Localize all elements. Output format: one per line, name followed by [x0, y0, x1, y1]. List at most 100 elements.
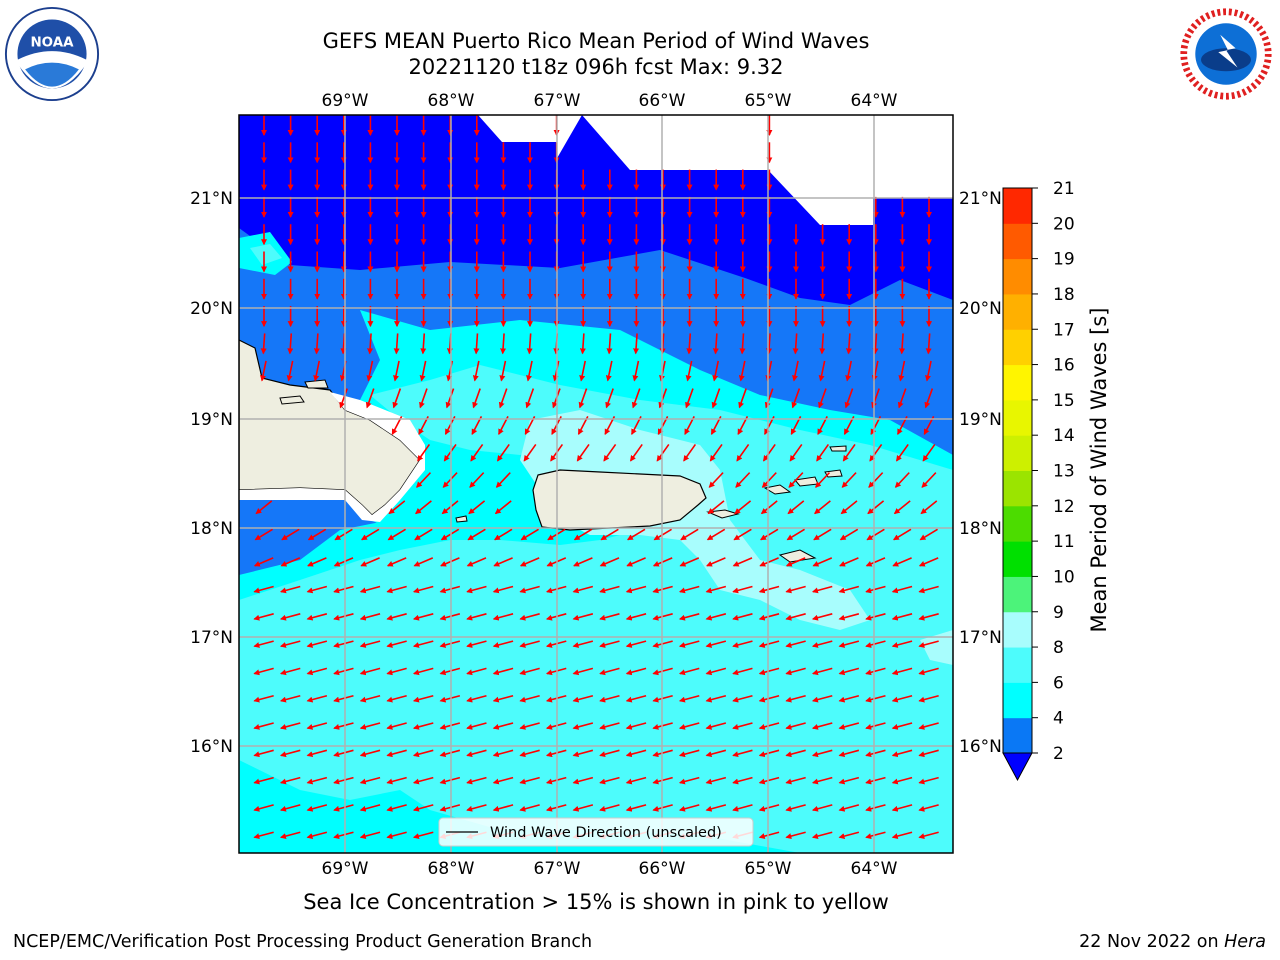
lon-label: 68°W: [428, 859, 475, 879]
wind-wave-arrow: [279, 804, 301, 812]
wind-wave-arrow: [306, 667, 328, 676]
wind-wave-arrow: [573, 528, 593, 541]
wind-wave-arrow: [838, 613, 860, 621]
wind-wave-arrow: [813, 528, 832, 541]
wind-wave-arrow: [625, 613, 647, 621]
wind-wave-arrow: [412, 613, 434, 621]
wind-wave-arrow: [439, 722, 461, 730]
wind-wave-arrow: [393, 333, 400, 355]
colorbar-cell: [1003, 435, 1032, 471]
wind-wave-arrow: [891, 694, 913, 703]
wind-wave-arrow: [360, 528, 380, 541]
wind-wave-arrow: [333, 749, 354, 758]
wind-wave-arrow: [466, 722, 487, 730]
wind-wave-arrow: [840, 500, 858, 515]
wind-wave-arrow: [519, 749, 540, 758]
colorbar-cell: [1003, 188, 1032, 224]
wind-wave-arrow: [279, 831, 301, 839]
wind-wave-arrow: [280, 557, 301, 567]
wind-wave-arrow: [629, 443, 643, 462]
wind-wave-arrow: [469, 472, 485, 488]
colorbar-tick-label: 10: [1053, 567, 1075, 587]
band-6-8-patch: [250, 244, 282, 265]
wind-wave-arrow: [652, 640, 673, 648]
wind-wave-arrow: [758, 804, 780, 812]
wind-wave-arrow: [606, 333, 613, 355]
wind-wave-arrow: [333, 776, 354, 785]
wind-wave-arrow: [705, 804, 727, 812]
wind-wave-arrow: [652, 694, 673, 703]
wind-wave-arrow: [412, 640, 434, 648]
colorbar-tick-label: 21: [1053, 179, 1075, 199]
wind-wave-arrow: [839, 528, 859, 541]
wind-wave-arrow: [439, 804, 461, 812]
wind-wave-arrow: [891, 749, 913, 758]
wind-wave-arrow: [758, 640, 780, 648]
wind-wave-arrow: [838, 640, 860, 648]
wind-wave-arrow: [625, 722, 647, 730]
wind-wave-arrow: [333, 804, 354, 812]
colorbar-tick-label: 18: [1053, 285, 1075, 305]
wind-wave-arrow: [526, 333, 533, 355]
wind-wave-arrow: [759, 528, 779, 541]
wind-wave-arrow: [892, 557, 912, 567]
wind-wave-arrow: [867, 500, 885, 515]
lat-label: 21°N: [959, 189, 1002, 209]
wind-wave-arrow: [792, 360, 799, 382]
wind-wave-arrow: [492, 585, 514, 594]
legend-box: [438, 817, 754, 847]
wind-wave-arrow: [286, 360, 294, 382]
wind-wave-arrow: [253, 585, 274, 594]
wind-wave-arrow: [760, 500, 778, 515]
sea-ice-caption: Sea Ice Concentration > 15% is shown in …: [303, 890, 889, 914]
wind-wave-arrow: [918, 585, 939, 594]
wind-wave-arrow: [865, 557, 886, 567]
wind-wave-arrow: [732, 722, 753, 730]
wind-wave-arrow: [685, 388, 694, 409]
lon-label: 64°W: [851, 91, 898, 111]
wind-wave-arrow: [678, 749, 700, 758]
wind-wave-arrow: [573, 557, 593, 567]
wind-wave-arrow: [811, 722, 833, 730]
wind-wave-arrow: [572, 585, 594, 594]
lon-label: 66°W: [639, 91, 686, 111]
wind-wave-arrow: [819, 333, 826, 355]
wind-wave-arrow: [838, 804, 860, 812]
wind-wave-arrow: [652, 804, 673, 812]
wind-wave-arrow: [652, 613, 673, 621]
wind-wave-arrow: [253, 613, 274, 621]
wind-wave-arrow: [260, 360, 267, 382]
lat-label: 18°N: [190, 519, 233, 539]
wind-wave-arrow: [785, 749, 806, 758]
colorbar-tick-label: 15: [1053, 391, 1075, 411]
wind-wave-arrow: [387, 528, 406, 541]
graticule: [239, 115, 953, 853]
wind-wave-arrow: [439, 694, 461, 703]
wind-wave-arrow: [919, 528, 938, 541]
lon-label: 64°W: [851, 859, 898, 879]
wind-wave-arrow: [519, 776, 540, 785]
wind-wave-arrow: [656, 443, 670, 462]
wind-wave-arrow: [414, 528, 433, 541]
wind-wave-arrow: [705, 667, 727, 676]
wind-wave-arrow: [844, 388, 854, 409]
wind-wave-arrow: [279, 640, 301, 648]
wind-wave-arrow: [306, 749, 328, 758]
wind-wave-arrow: [599, 667, 620, 676]
wind-wave-arrow: [865, 613, 886, 621]
wind-wave-arrow: [865, 776, 886, 785]
wind-wave-arrow: [576, 443, 590, 462]
wind-wave-arrow: [440, 557, 460, 567]
wind-wave-arrow: [705, 613, 727, 621]
colorbar-tick-label: 6: [1053, 673, 1064, 693]
wind-wave-arrow: [313, 360, 321, 382]
anegada-island: [829, 445, 847, 452]
wind-wave-arrow: [496, 443, 510, 462]
wind-wave-arrow: [255, 500, 273, 515]
wind-wave-arrow: [865, 694, 886, 703]
wind-wave-arrow: [333, 640, 354, 648]
wind-wave-arrow: [758, 585, 780, 594]
wind-wave-arrow: [253, 694, 274, 703]
wind-wave-arrow: [579, 333, 586, 355]
wind-wave-arrow: [333, 585, 354, 594]
